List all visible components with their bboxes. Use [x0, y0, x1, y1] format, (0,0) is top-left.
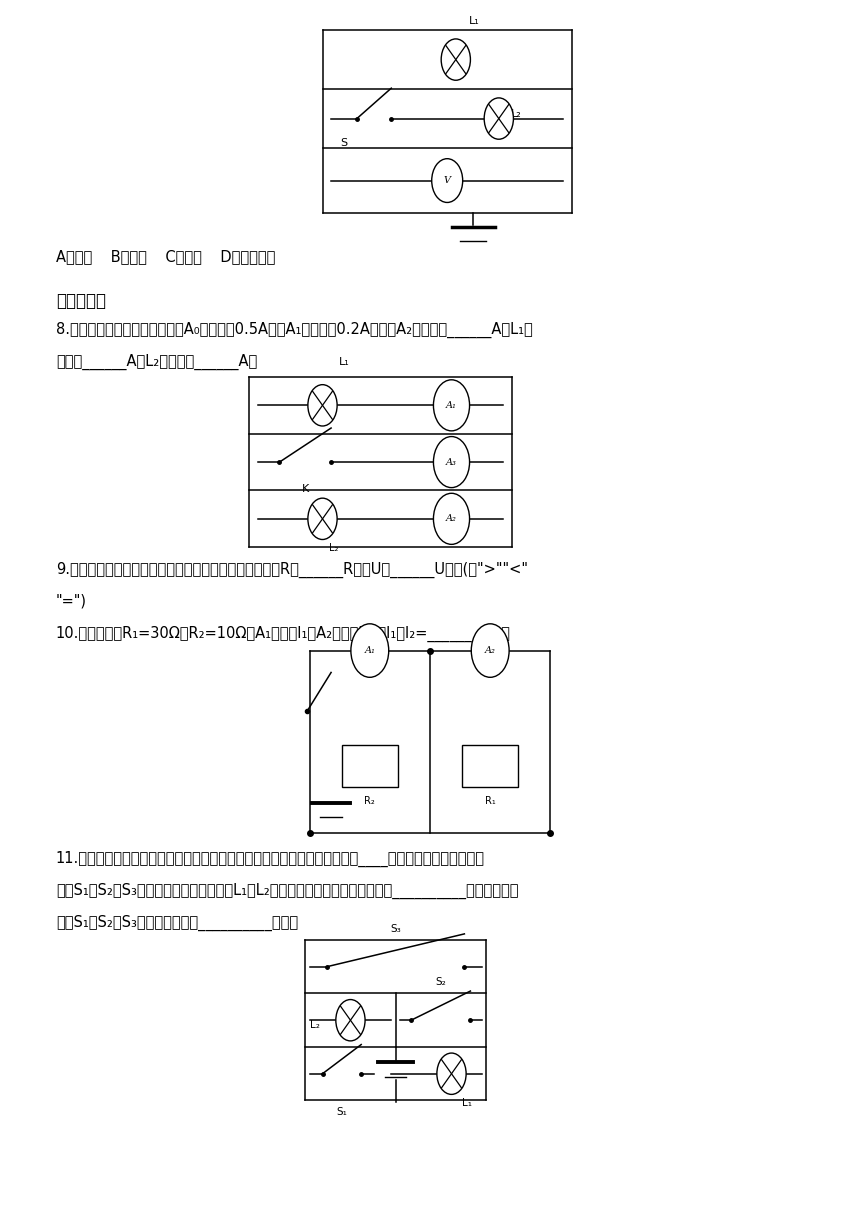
Text: A．变大    B．变小    C．不变    D．无法判断: A．变大 B．变小 C．不变 D．无法判断: [56, 249, 275, 264]
Text: S₃: S₃: [390, 924, 401, 934]
Text: A₁: A₁: [446, 401, 457, 410]
Text: 10.如图所示，R₁=30Ω，R₂=10Ω，A₁示数为I₁，A₂示数为I₂，则I₁：I₂=__________。: 10.如图所示，R₁=30Ω，R₂=10Ω，A₁示数为I₁，A₂示数为I₂，则I…: [56, 626, 511, 642]
Text: 11.道路两旁的路灯，晚上同时亮，早上同时灭，为了便于维护，它们一定是____联的；如图所示的电路，: 11.道路两旁的路灯，晚上同时亮，早上同时灭，为了便于维护，它们一定是____联…: [56, 851, 485, 867]
Text: 开关S₁、S₂、S₃时，电路会发生__________现象。: 开关S₁、S₂、S₃时，电路会发生__________现象。: [56, 914, 298, 930]
Text: 9.将长短不同，粗细相同的两根铜导线并联在电路中，则R长______R短，U长______U短。(填">""<": 9.将长短不同，粗细相同的两根铜导线并联在电路中，则R长______R短，U长_…: [56, 562, 528, 578]
Circle shape: [308, 384, 337, 426]
Text: L₁: L₁: [469, 16, 480, 26]
Circle shape: [484, 98, 513, 140]
Circle shape: [351, 624, 389, 677]
Text: L₁: L₁: [462, 1098, 472, 1108]
Text: 二、填空题: 二、填空题: [56, 292, 106, 310]
Text: L₂: L₂: [329, 544, 338, 553]
Text: 开关S₁、S₂和S₃原来都是断开的，要使灯L₁、L₂组成并联电路，应闭合的开关是__________；当同时闭合: 开关S₁、S₂和S₃原来都是断开的，要使灯L₁、L₂组成并联电路，应闭合的开关是…: [56, 883, 519, 899]
Circle shape: [432, 159, 463, 203]
Text: 8.如图所示的电路图中，电流表A₀的读数是0.5A，表A₁的读数是0.2A，则表A₂的读数是______A，L₁的: 8.如图所示的电路图中，电流表A₀的读数是0.5A，表A₁的读数是0.2A，则表…: [56, 322, 532, 338]
Text: K: K: [302, 484, 309, 494]
Text: A₂: A₂: [485, 646, 495, 655]
Text: L₂: L₂: [511, 108, 522, 119]
Circle shape: [335, 1000, 365, 1041]
Text: R₂: R₂: [365, 795, 375, 806]
Text: A₂: A₂: [446, 514, 457, 523]
Circle shape: [441, 39, 470, 80]
Text: A₃: A₃: [446, 457, 457, 467]
Text: R₁: R₁: [485, 795, 495, 806]
Text: A₁: A₁: [365, 646, 375, 655]
Circle shape: [433, 494, 470, 545]
Text: S₂: S₂: [435, 978, 446, 987]
Circle shape: [433, 437, 470, 488]
Text: "="): "="): [56, 593, 87, 608]
Circle shape: [437, 1053, 466, 1094]
Text: S₁: S₁: [336, 1107, 347, 1116]
Text: L₁: L₁: [339, 358, 349, 367]
Text: 电流为______A，L₂的电流为______A。: 电流为______A，L₂的电流为______A。: [56, 354, 257, 370]
Text: L₂: L₂: [310, 1020, 319, 1030]
Circle shape: [308, 499, 337, 540]
Text: V: V: [444, 176, 451, 185]
Text: S: S: [341, 139, 347, 148]
Circle shape: [433, 379, 470, 430]
Circle shape: [471, 624, 509, 677]
